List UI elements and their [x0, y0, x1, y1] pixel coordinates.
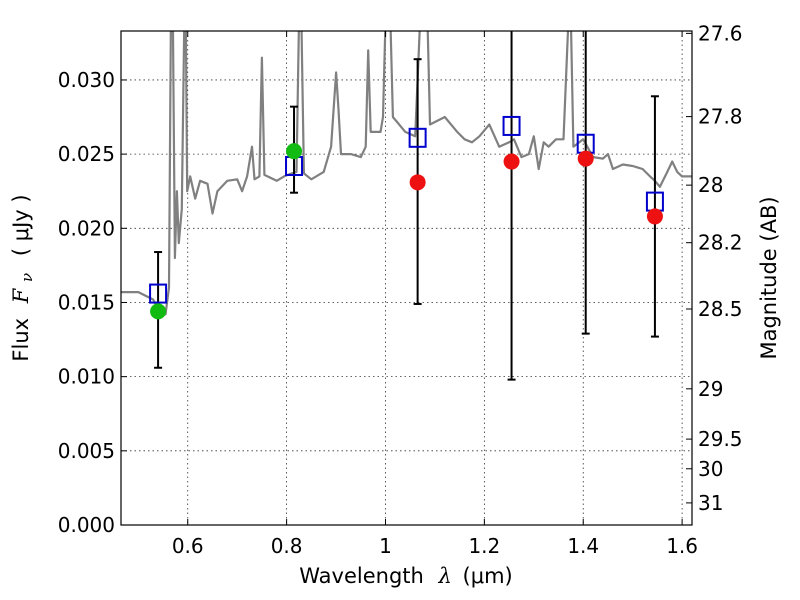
- y-tick-label: 0.020: [58, 216, 115, 240]
- x-axis-title: Wavelength λ (μm): [299, 564, 512, 588]
- y-tick-label: 0.030: [58, 68, 115, 92]
- y-axis-unit: ( μJy ): [9, 194, 33, 256]
- y2-tick-label: 29: [698, 377, 723, 401]
- detection-point: [286, 143, 303, 160]
- x-tick-label: 1.2: [468, 534, 500, 558]
- y-tick-label: 0.005: [58, 439, 115, 463]
- plot-frame: [120, 30, 693, 526]
- model-photometry-square: [408, 127, 427, 148]
- y-axis-title: Flux F ν ( μJy ): [9, 194, 37, 361]
- x-tick-label: 1.6: [666, 534, 698, 558]
- x-tick-label: 1: [379, 534, 392, 558]
- y2-tick-label: 31: [698, 491, 723, 515]
- detection-point: [150, 303, 167, 320]
- x-tick-label: 1.4: [567, 534, 599, 558]
- y2-tick-label: 28: [698, 173, 723, 197]
- y-tick-label: 0.025: [58, 142, 115, 166]
- x-tick-label: 0.6: [172, 534, 204, 558]
- y-tick-label: 0.000: [58, 513, 115, 537]
- model-photometry-square: [502, 115, 521, 136]
- y2-tick-label: 27.8: [698, 105, 743, 129]
- y2-axis-title: Magnitude (AB): [757, 196, 781, 359]
- axes-layer: 0.6 0.8 1 1.2 1.4 1.6 0.000 0.005 0.010 0.015 0.02…: [58, 21, 743, 558]
- y2-tick-label: 28.5: [698, 297, 743, 321]
- x-axis-label: Wavelength: [299, 564, 424, 588]
- x-tick-label: 0.8: [271, 534, 303, 558]
- plot-layer: [121, 31, 692, 381]
- y2-tick-label: 30: [698, 457, 723, 481]
- y2-tick-label: 28.2: [698, 231, 743, 255]
- upper-limit-point: [409, 174, 426, 191]
- upper-limit-point: [646, 208, 663, 225]
- y-tick-label: 0.010: [58, 365, 115, 389]
- upper-limit-point: [503, 153, 520, 170]
- x-axis-symbol: λ: [438, 564, 452, 588]
- x-axis-unit: (μm): [463, 564, 513, 588]
- y2-tick-label: 29.5: [698, 427, 743, 451]
- y-axis-subscript: ν: [18, 273, 36, 282]
- y2-tick-label: 27.6: [698, 21, 743, 45]
- y-tick-label: 0.015: [58, 290, 115, 314]
- model-photometry-square: [149, 283, 168, 304]
- y-axis-label: Flux: [9, 318, 33, 362]
- upper-limit-point: [577, 150, 594, 167]
- y-axis-symbol: F: [9, 287, 33, 304]
- plot-area: [121, 31, 692, 525]
